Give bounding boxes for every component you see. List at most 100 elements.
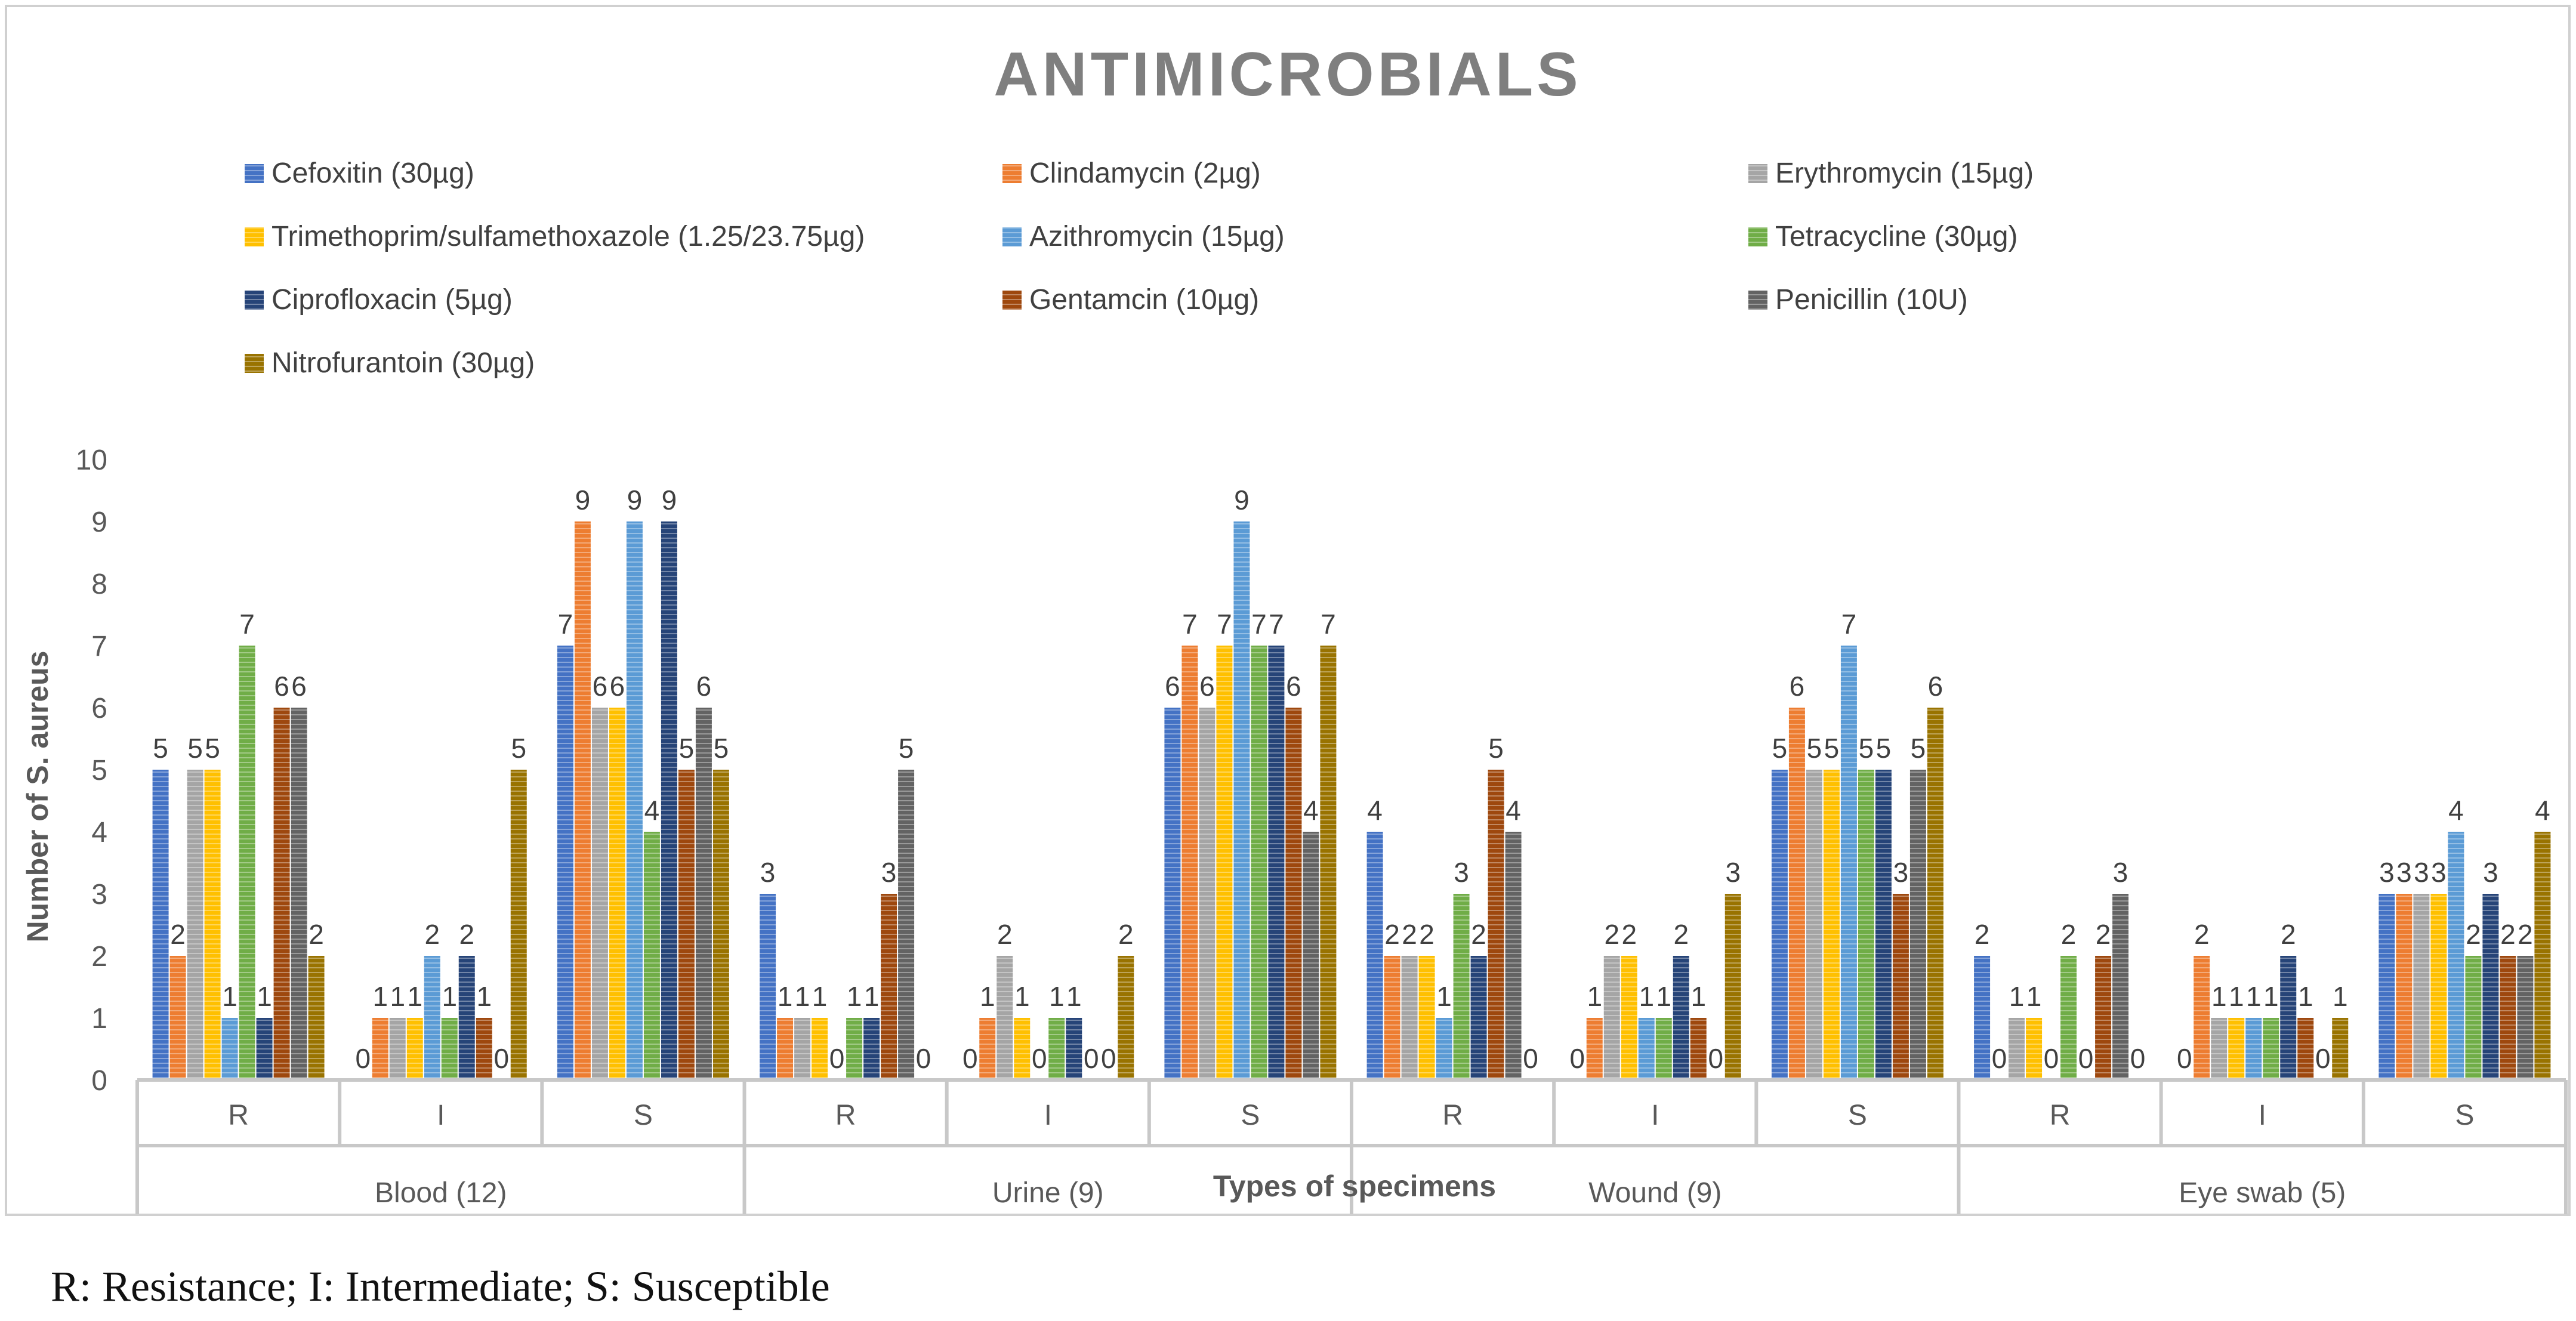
data-label: 5 [205, 733, 220, 764]
data-label: 7 [1182, 609, 1198, 640]
footnote: R: Resistance; I: Intermediate; S: Susce… [51, 1263, 830, 1310]
data-label: 1 [442, 981, 457, 1012]
data-label: 3 [1893, 857, 1909, 888]
bar [2465, 956, 2482, 1080]
data-label: 0 [916, 1043, 931, 1074]
data-label: 2 [1471, 919, 1486, 950]
legend-label: Azithromycin (15µg) [1029, 221, 1285, 252]
data-label: 6 [1790, 671, 1805, 702]
bar [1858, 770, 1874, 1080]
data-label: 7 [1841, 609, 1857, 640]
bar [2500, 956, 2516, 1080]
bar [695, 708, 712, 1080]
data-label: 1 [390, 981, 405, 1012]
data-label: 1 [1436, 981, 1452, 1012]
bar [2517, 956, 2534, 1080]
bar [1048, 1018, 1065, 1080]
data-label: 5 [679, 733, 695, 764]
bar [308, 956, 325, 1080]
data-label: 7 [558, 609, 573, 640]
bar [1303, 832, 1319, 1080]
bar [1927, 708, 1943, 1080]
data-label: 6 [593, 671, 608, 702]
legend-swatch [1748, 291, 1767, 310]
bar [1586, 1018, 1603, 1080]
legend-swatch [245, 291, 264, 310]
data-label: 0 [2315, 1043, 2331, 1074]
data-label: 5 [714, 733, 729, 764]
bar [2448, 832, 2464, 1080]
data-label: 1 [847, 981, 862, 1012]
data-label: 0 [2044, 1043, 2059, 1074]
bar [846, 1018, 863, 1080]
bar [997, 956, 1013, 1080]
bar [152, 770, 169, 1080]
bar [372, 1018, 388, 1080]
bar [1505, 832, 1522, 1080]
data-label: 6 [1286, 671, 1301, 702]
bar [1066, 1018, 1082, 1080]
y-tick-label: 7 [91, 631, 107, 662]
y-tick-label: 3 [91, 879, 107, 910]
chart-title: ANTIMICROBIALS [994, 40, 1581, 109]
bar [2228, 1018, 2245, 1080]
bar [1366, 832, 1383, 1080]
legend-label: Tetracycline (30µg) [1775, 221, 2017, 252]
data-label: 6 [610, 671, 625, 702]
data-label: 2 [2518, 919, 2533, 950]
data-label: 5 [153, 733, 168, 764]
data-label: 2 [1419, 919, 1434, 950]
data-label: 1 [1690, 981, 1706, 1012]
data-label: 0 [829, 1043, 845, 1074]
group-label: Blood (12) [375, 1177, 507, 1209]
y-tick-label: 5 [91, 755, 107, 786]
data-label: 6 [274, 671, 289, 702]
data-label: 1 [2333, 981, 2348, 1012]
chart-frame [5, 5, 2571, 1216]
bar [2263, 1018, 2279, 1080]
data-label: 1 [778, 981, 793, 1012]
data-label: 2 [459, 919, 474, 950]
data-label: 9 [575, 484, 591, 516]
data-label: 4 [2535, 795, 2550, 826]
data-label: 1 [812, 981, 828, 1012]
data-label: 5 [511, 733, 526, 764]
bar [2194, 956, 2210, 1080]
data-label: 2 [2500, 919, 2516, 950]
bar [2332, 1018, 2349, 1080]
legend-swatch [1002, 291, 1022, 310]
category-label: S [1848, 1100, 1867, 1131]
bar [979, 1018, 996, 1080]
group-label: Urine (9) [992, 1177, 1104, 1209]
data-label: 0 [1032, 1043, 1047, 1074]
data-label: 1 [476, 981, 492, 1012]
legend-label: Nitrofurantoin (30µg) [272, 347, 535, 379]
group-label: Eye swab (5) [2179, 1177, 2346, 1209]
data-label: 2 [1975, 919, 1990, 950]
data-label: 1 [2026, 981, 2042, 1012]
y-axis-title: Number of S. aureus [21, 651, 54, 943]
legend-swatch [1002, 227, 1022, 246]
data-label: 0 [2130, 1043, 2146, 1074]
legend-label: Clindamycin (2µg) [1029, 158, 1261, 189]
bar [204, 770, 221, 1080]
bar [1909, 770, 1926, 1080]
data-label: 2 [997, 919, 1013, 950]
y-tick-label: 1 [91, 1003, 107, 1035]
x-axis-title: Types of specimens [1213, 1169, 1496, 1203]
bar [1014, 1018, 1031, 1080]
data-label: 6 [1165, 671, 1180, 702]
data-label: 0 [1101, 1043, 1116, 1074]
category-label: S [1241, 1100, 1260, 1131]
bar [1806, 770, 1822, 1080]
category-label: R [228, 1100, 249, 1131]
bar [626, 521, 643, 1080]
data-label: 3 [1725, 857, 1741, 888]
data-label: 1 [864, 981, 880, 1012]
data-label: 0 [355, 1043, 371, 1074]
data-label: 7 [1217, 609, 1232, 640]
bar [643, 832, 660, 1080]
bar [1724, 894, 1741, 1080]
bar [812, 1018, 828, 1080]
